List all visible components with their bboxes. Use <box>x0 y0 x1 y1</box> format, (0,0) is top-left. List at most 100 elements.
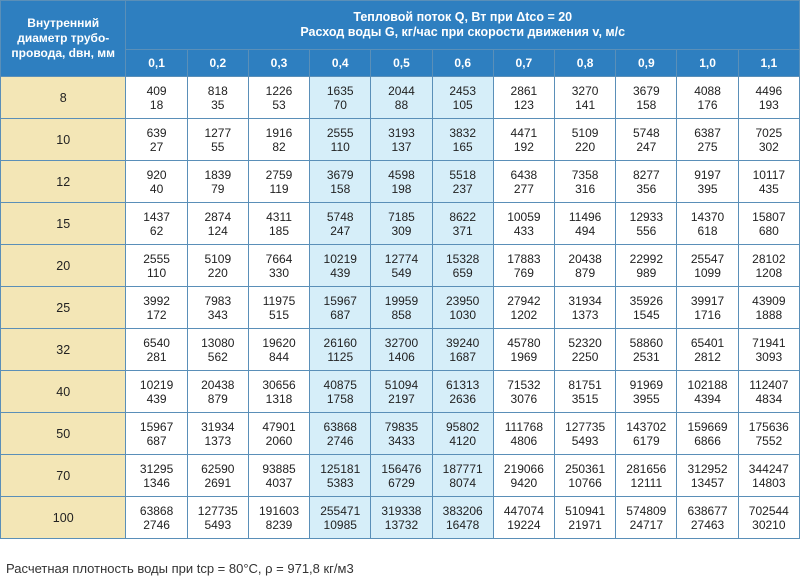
heat-flow-value: 111768 <box>504 419 544 434</box>
heat-flow-value: 1839 <box>204 167 232 182</box>
water-flow-value: 5383 <box>326 475 354 490</box>
value-cell: 125181 5383 <box>309 454 372 497</box>
water-flow-value: 19224 <box>507 517 541 532</box>
water-flow-value: 105 <box>452 97 473 112</box>
heat-flow-value: 81751 <box>568 377 602 392</box>
heat-flow-value: 12933 <box>629 209 664 224</box>
heat-flow-value: 52320 <box>568 335 602 350</box>
value-cell: 39917 1716 <box>676 286 739 329</box>
water-flow-value: 123 <box>513 97 534 112</box>
value-cell: 409 18 <box>125 76 188 119</box>
heat-flow-value: 2874 <box>204 209 232 224</box>
water-flow-value: 515 <box>269 307 290 322</box>
water-flow-value: 18 <box>149 97 164 112</box>
heat-flow-value: 91969 <box>629 377 664 392</box>
table-row: 15 1437 62 2874 124 4311 185 5748 247 7185 309 8622… <box>0 202 800 245</box>
heat-flow-value: 127735 <box>565 419 606 434</box>
value-cell: 156476 6729 <box>370 454 433 497</box>
value-cell: 6540 281 <box>125 328 188 371</box>
water-flow-value: 4834 <box>755 391 783 406</box>
value-cell: 11496 494 <box>553 202 617 245</box>
heat-flow-value: 6540 <box>143 335 170 350</box>
value-cell: 15967 687 <box>309 286 372 329</box>
water-flow-value: 275 <box>697 139 718 154</box>
water-flow-value: 8239 <box>265 517 293 532</box>
heat-flow-value: 1277 <box>204 125 232 140</box>
diameter-cell: 50 <box>0 412 127 455</box>
heat-flow-value: 383206 <box>442 503 483 518</box>
value-cell: 4496 193 <box>737 76 800 119</box>
heat-flow-value: 10219 <box>323 251 357 266</box>
value-cell: 3270 141 <box>553 76 617 119</box>
value-cell: 1839 79 <box>186 160 249 203</box>
water-flow-value: 13732 <box>384 517 419 532</box>
velocity-header: 0,6 <box>431 48 494 78</box>
value-cell: 19959 858 <box>370 286 433 329</box>
footnote: Расчетная плотность воды при tср = 80°C,… <box>6 561 354 576</box>
water-flow-value: 119 <box>269 181 289 196</box>
value-cell: 447074 19224 <box>492 496 556 539</box>
heat-flow-value: 43909 <box>752 293 786 308</box>
water-flow-value: 124 <box>207 223 228 238</box>
water-flow-value: 16478 <box>445 517 480 532</box>
heat-flow-value: 65401 <box>690 335 725 350</box>
value-cell: 71532 3076 <box>492 370 556 413</box>
value-cell: 30656 1318 <box>247 370 311 413</box>
value-cell: 2555 110 <box>309 118 372 161</box>
heat-flow-value: 7358 <box>571 167 599 182</box>
value-cell: 14370 618 <box>676 202 739 245</box>
table-row: 12 920 40 1839 79 2759 119 3679 158 4598 198 5518 23… <box>0 160 800 203</box>
heat-flow-value: 28102 <box>752 251 786 266</box>
value-cell: 187771 8074 <box>431 454 494 497</box>
value-cell: 3679 158 <box>309 160 372 203</box>
value-cell: 15807 680 <box>737 202 800 245</box>
heat-flow-value: 63868 <box>323 419 357 434</box>
water-flow-value: 2746 <box>326 433 354 448</box>
water-flow-value: 1030 <box>449 307 477 322</box>
value-cell: 7664 330 <box>247 244 311 287</box>
heat-flow-value: 3270 <box>571 83 599 98</box>
water-flow-value: 2060 <box>265 433 293 448</box>
water-flow-value: 82 <box>272 139 286 154</box>
heat-flow-value: 15328 <box>445 251 480 266</box>
value-cell: 8277 356 <box>615 160 678 203</box>
heat-flow-value: 250361 <box>565 461 606 476</box>
value-cell: 65401 2812 <box>676 328 739 371</box>
water-flow-value: 1125 <box>327 349 354 364</box>
value-cell: 2044 88 <box>370 76 433 119</box>
water-flow-value: 439 <box>146 391 167 406</box>
value-cell: 639 27 <box>125 118 188 161</box>
value-cell: 1226 53 <box>247 76 311 119</box>
value-cell: 17883 769 <box>492 244 556 287</box>
heat-flow-value: 15967 <box>139 419 174 434</box>
table-row: 25 3992 172 7983 343 11975 515 15967 687 19959 858… <box>0 286 800 329</box>
heat-flow-value: 4311 <box>266 209 292 224</box>
water-flow-value: 6179 <box>632 433 660 448</box>
value-cell: 574809 24717 <box>615 496 678 539</box>
value-cell: 510941 21971 <box>553 496 617 539</box>
water-flow-value: 12111 <box>630 475 663 490</box>
title-line-heat-flow: Тепловой поток Q, Вт при Δtco = 20 <box>353 9 573 24</box>
heat-flow-value: 1916 <box>265 125 293 140</box>
table-row: 8 409 18 818 35 1226 53 1635 70 2044 88 2453 105 2861… <box>0 76 800 119</box>
diameter-cell: 8 <box>0 76 127 119</box>
water-flow-value: 7552 <box>755 433 783 448</box>
heat-flow-value: 3679 <box>326 167 354 182</box>
water-flow-value: 494 <box>575 223 596 238</box>
water-flow-value: 879 <box>207 391 228 406</box>
table-row: 32 6540 281 13080 562 19620 844 26160 1125 32700 1… <box>0 328 800 371</box>
velocity-header: 0,4 <box>309 48 372 78</box>
water-flow-value: 3515 <box>571 391 599 406</box>
value-cell: 5748 247 <box>309 202 372 245</box>
water-flow-value: 302 <box>758 139 779 154</box>
velocity-header: 1,0 <box>676 48 739 78</box>
heat-flow-value: 156476 <box>381 461 422 476</box>
value-cell: 8622 371 <box>431 202 494 245</box>
heat-flow-value: 7983 <box>204 293 232 308</box>
heat-flow-value: 7664 <box>265 251 293 266</box>
heat-flow-value: 27942 <box>507 293 541 308</box>
water-flow-value: 858 <box>391 307 412 322</box>
water-flow-value: 21971 <box>568 517 602 532</box>
velocity-header: 0,8 <box>553 48 617 78</box>
value-cell: 111768 4806 <box>492 412 556 455</box>
